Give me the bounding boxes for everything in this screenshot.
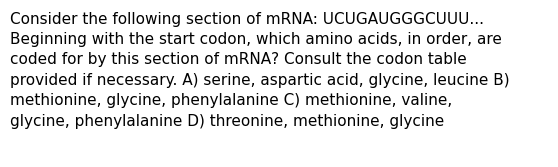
Text: Consider the following section of mRNA: UCUGAUGGGCUUU...
Beginning with the star: Consider the following section of mRNA: … xyxy=(10,12,509,129)
